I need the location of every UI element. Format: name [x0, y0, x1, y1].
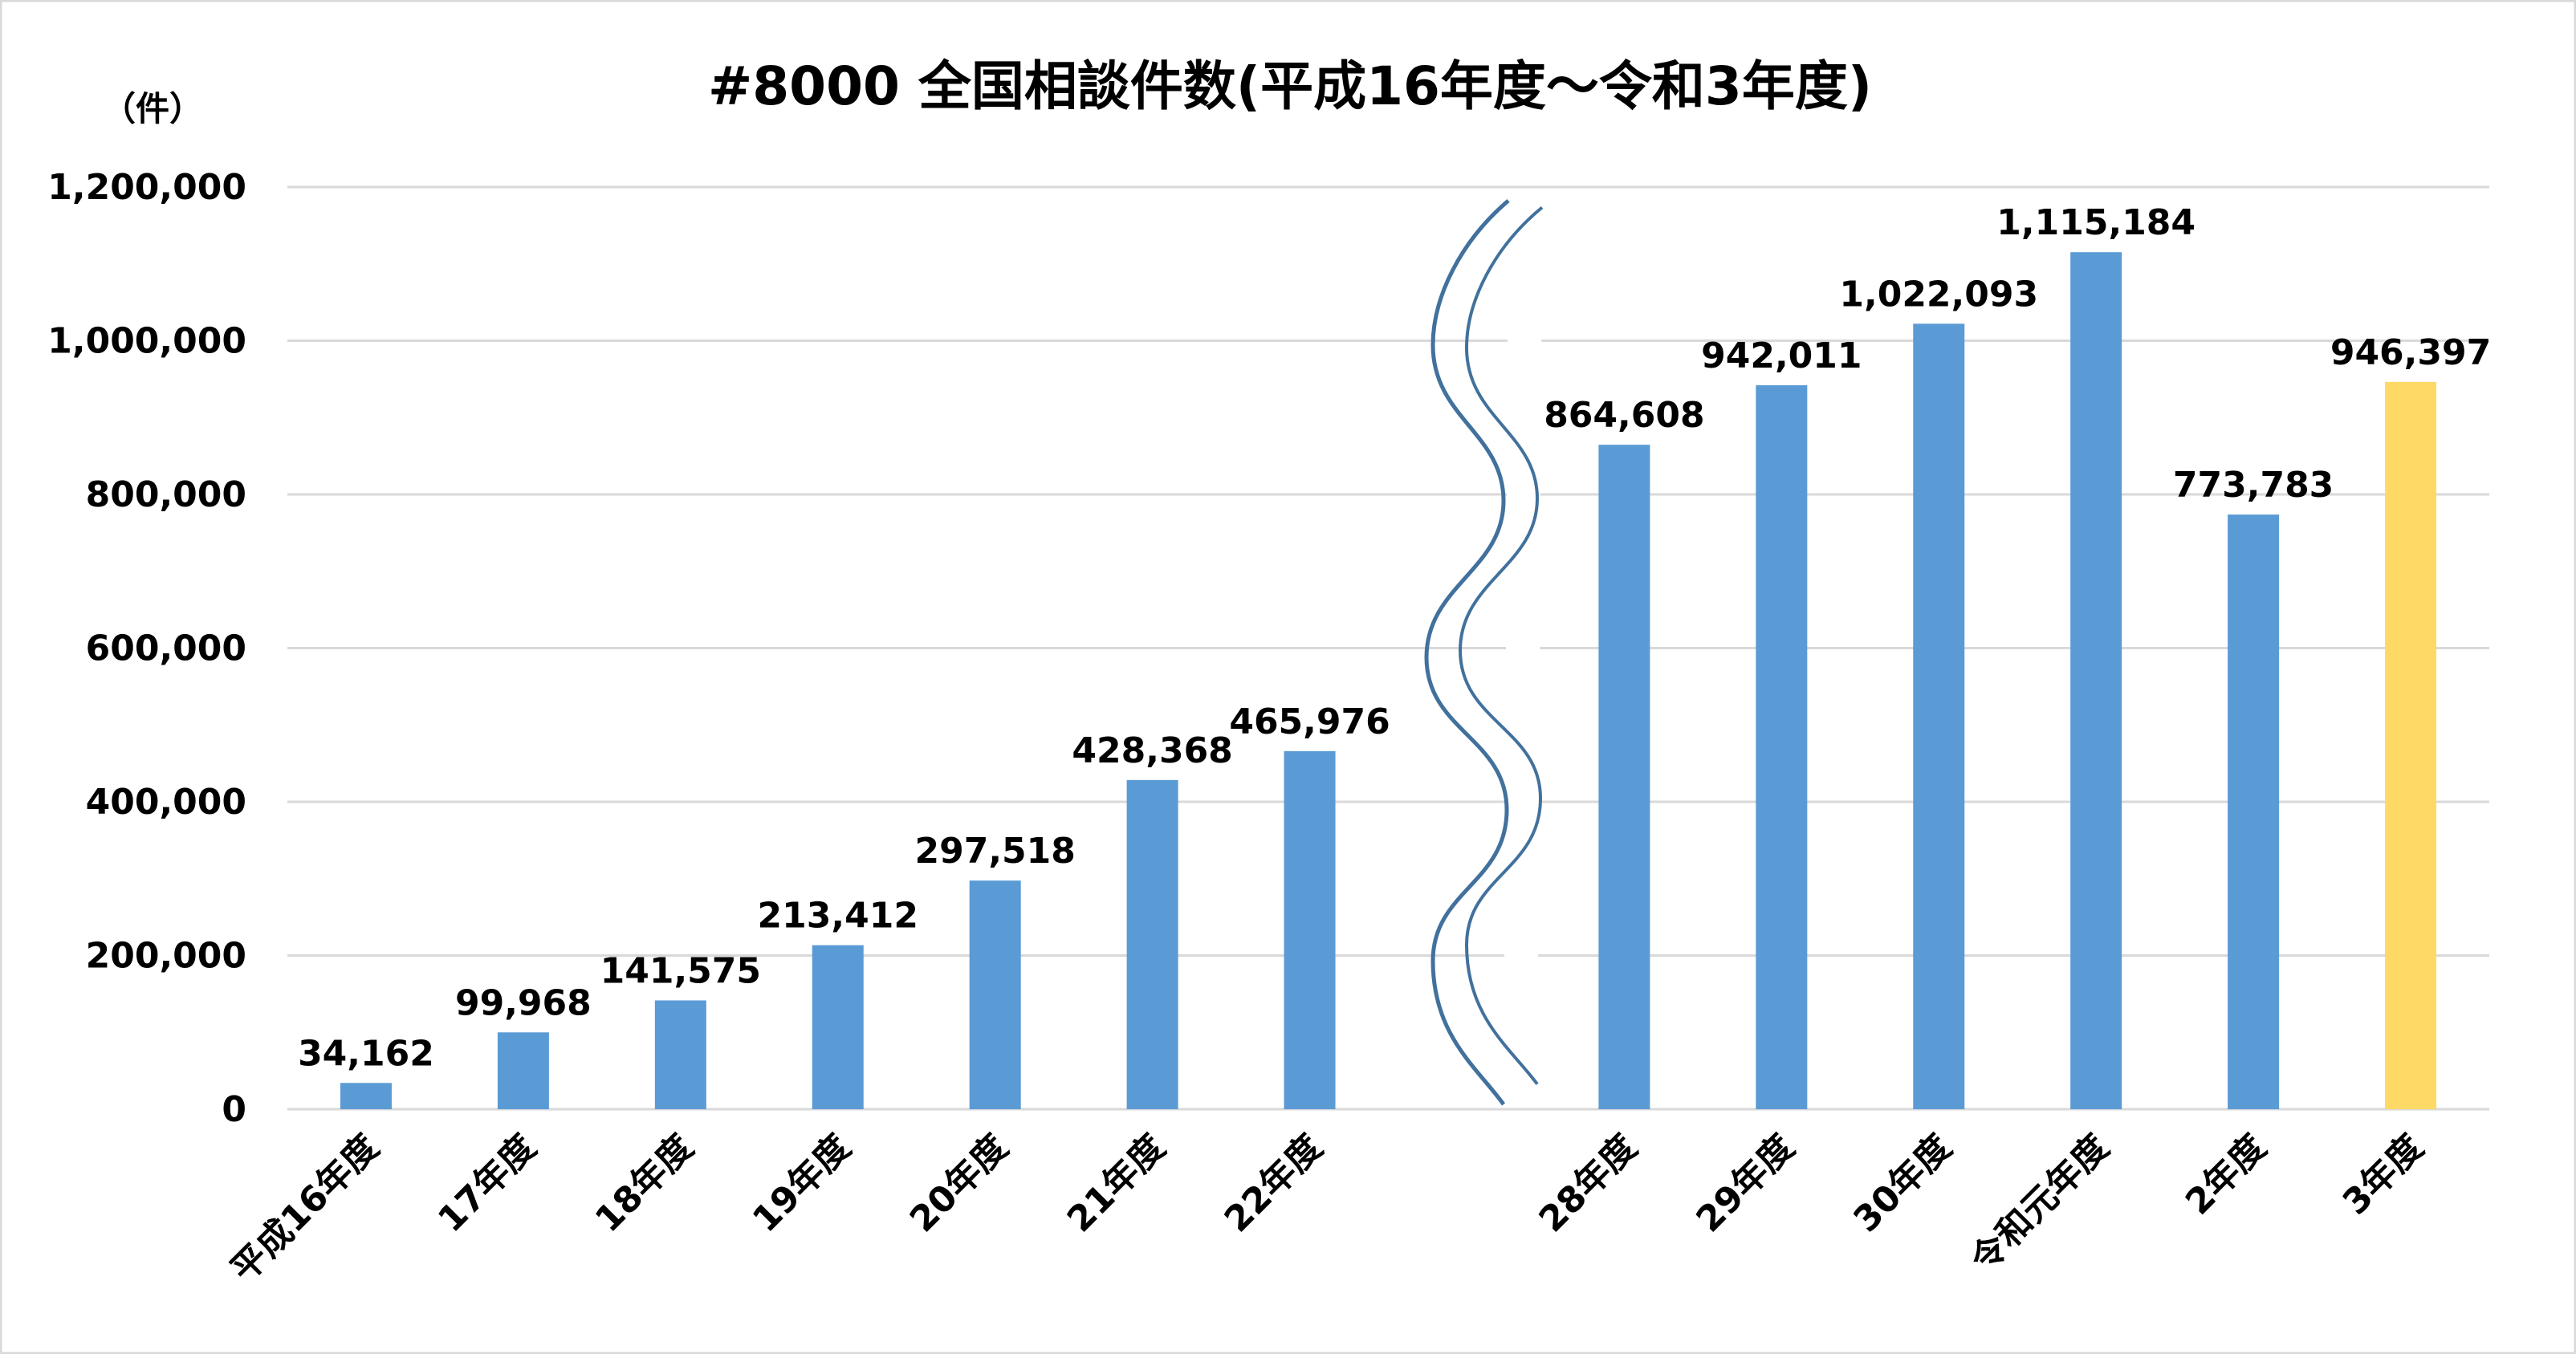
data-label: 864,608: [1544, 395, 1704, 436]
bar: [2228, 514, 2280, 1109]
y-tick-label: 1,200,000: [47, 167, 246, 208]
bar: [2385, 381, 2437, 1110]
data-label: 213,412: [758, 896, 918, 937]
data-label: 297,518: [914, 831, 1075, 872]
y-tick-label: 1,000,000: [47, 321, 246, 362]
bar: [654, 1000, 706, 1109]
bar: [1126, 779, 1178, 1109]
bar: [497, 1032, 549, 1109]
data-label: 946,397: [2330, 332, 2491, 373]
y-tick-label: 600,000: [86, 628, 246, 669]
bar: [2070, 252, 2122, 1110]
data-label: 99,968: [455, 982, 592, 1023]
y-axis-ticks: 0 200,000 400,000 600,000 800,000 1,000,000 1,…: [47, 167, 246, 1130]
data-label: 773,783: [2173, 465, 2334, 506]
break-gap: [1504, 201, 1542, 1104]
y-tick-label: 200,000: [86, 936, 246, 977]
data-label: 1,022,093: [1839, 274, 2038, 315]
data-label: 942,011: [1701, 335, 1862, 376]
gridlines: [287, 185, 2489, 1111]
bar: [812, 945, 864, 1109]
y-tick-label: 400,000: [86, 782, 246, 823]
y-tick-label: 800,000: [86, 474, 246, 515]
data-label: 1,115,184: [1996, 202, 2196, 243]
break-line: [1458, 206, 1544, 1085]
y-axis-unit: （件）: [102, 89, 203, 128]
break-line: [1424, 199, 1510, 1106]
data-label: 34,162: [298, 1033, 434, 1074]
data-label: 141,575: [600, 950, 761, 991]
bar: [340, 1083, 392, 1109]
bar: [1598, 445, 1650, 1109]
data-label: 428,368: [1072, 730, 1232, 771]
axis-break-squiggle: [1424, 199, 1544, 1106]
data-label: 465,976: [1229, 701, 1390, 742]
bar: [1913, 323, 1965, 1109]
bar: [1284, 750, 1336, 1109]
bar: [1756, 385, 1808, 1109]
bars: [340, 252, 2437, 1110]
chart-title: #8000 全国相談件数(平成16年度～令和3年度): [708, 55, 1872, 117]
y-tick-label: 0: [222, 1089, 246, 1130]
bar: [969, 880, 1021, 1109]
